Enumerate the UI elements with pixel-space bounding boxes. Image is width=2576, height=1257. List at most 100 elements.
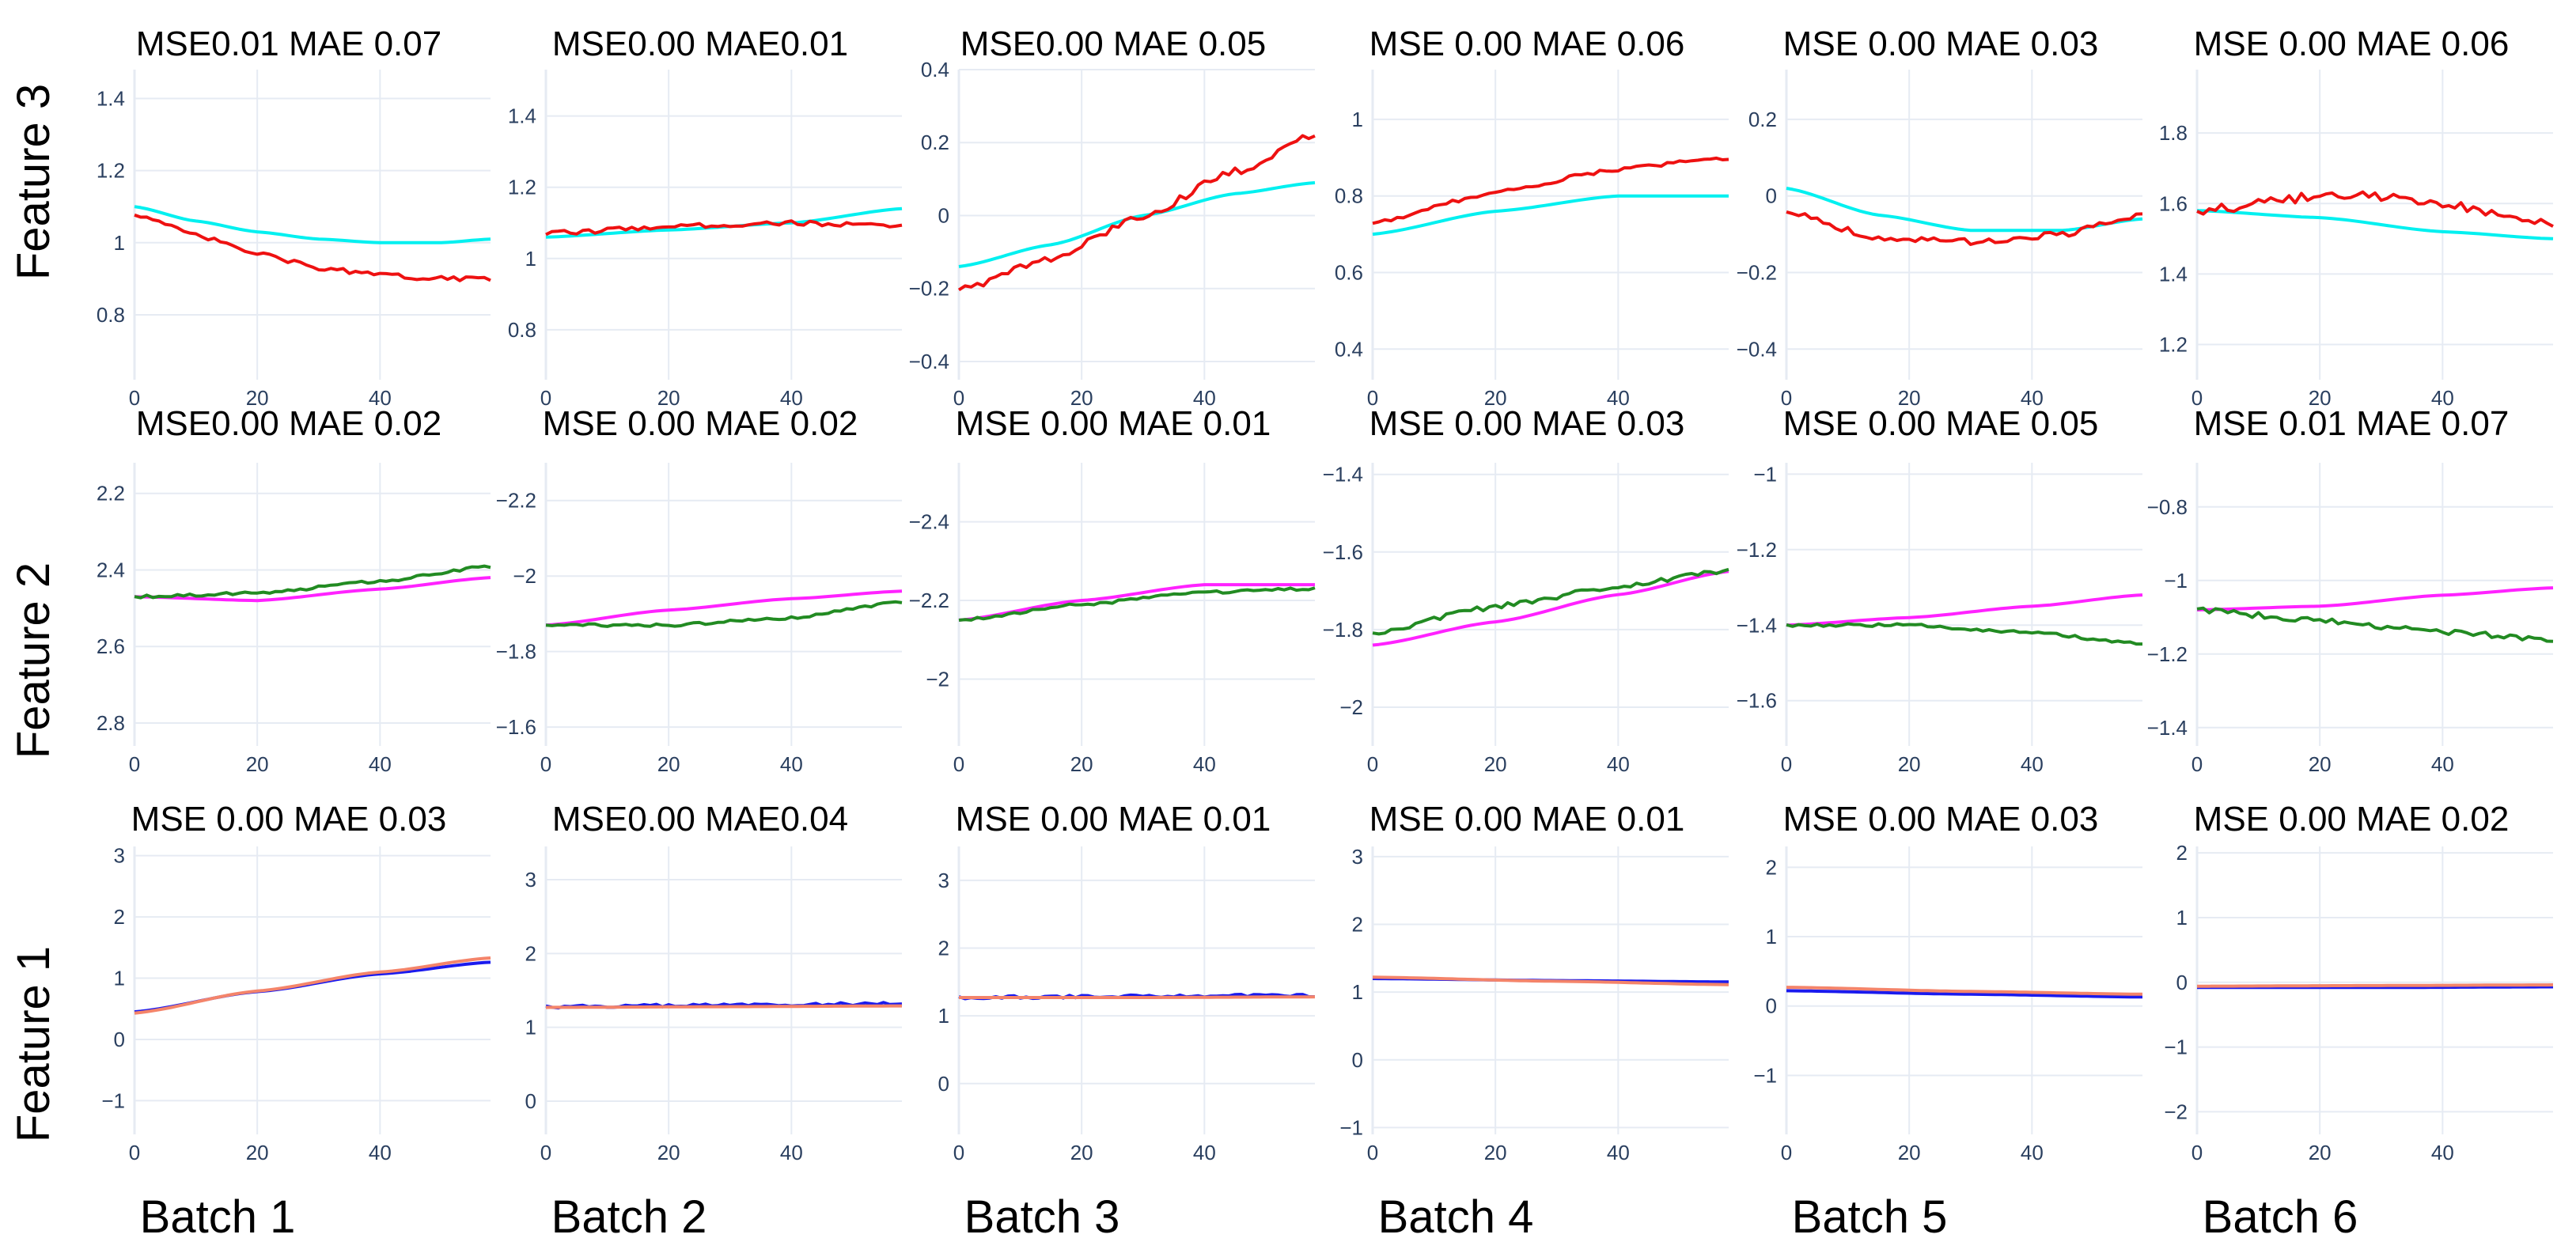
- subplot-r3-c2: MSE0.00 MAE0.04 0 20 40 0 1 2 3: [525, 800, 903, 1164]
- x-tick-label: 20: [246, 1141, 269, 1164]
- y-tick-label: 2: [1766, 855, 1777, 879]
- column-label-4: Batch 4: [1378, 1191, 1534, 1243]
- x-tick-label: 0: [1367, 386, 1378, 410]
- subplot-r3-c3: MSE 0.00 MAE 0.01 0 20 40 0 1 2 3: [938, 800, 1316, 1164]
- subplot-r2-c6: MSE 0.01 MAE 0.07 0 20 40 −1.4 −1.2 −1 −0.8: [2147, 404, 2554, 776]
- x-tick-label: 20: [1070, 386, 1093, 410]
- y-tick-label: 1.8: [2159, 121, 2188, 145]
- subplot-title: MSE 0.00 MAE 0.01: [956, 800, 1271, 839]
- y-tick-label: −0.8: [2147, 495, 2188, 519]
- y-tick-label: −1: [1753, 1063, 1777, 1087]
- y-tick-label: 0: [114, 1028, 125, 1051]
- subplot-r3-c1: MSE 0.00 MAE 0.03 0 20 40 −1 0 1 2 3: [101, 800, 491, 1164]
- series-line-ground-truth: [134, 564, 491, 600]
- y-tick-label: 1: [938, 1004, 949, 1028]
- y-tick-label: 0: [1352, 1048, 1363, 1072]
- y-tick-label: 0: [525, 1089, 536, 1113]
- subplot-r2-c1: MSE0.00 MAE 0.02 0 20 40 2.2 2.4 2.6 2.8: [97, 404, 491, 776]
- y-tick-label: 1.4: [97, 86, 125, 110]
- y-tick-label: 1: [114, 231, 125, 255]
- subplot-r2-c2: MSE 0.00 MAE 0.02 0 20 40 −2.2 −2 −1.8 −1.6: [496, 404, 903, 776]
- column-label-1: Batch 1: [140, 1191, 296, 1243]
- y-tick-label: 3: [525, 868, 536, 892]
- x-tick-label: 40: [1607, 386, 1630, 410]
- x-tick-label: 40: [1607, 1141, 1630, 1164]
- y-tick-label: 3: [114, 844, 125, 868]
- x-tick-label: 0: [540, 752, 551, 776]
- y-tick-label: 0.8: [508, 318, 536, 342]
- series-line-prediction: [958, 583, 1315, 622]
- x-tick-label: 20: [1898, 752, 1921, 776]
- x-tick-label: 20: [2309, 1141, 2332, 1164]
- x-tick-label: 20: [1898, 386, 1921, 410]
- y-tick-label: 1.2: [508, 176, 536, 199]
- x-tick-label: 40: [369, 1141, 392, 1164]
- series-line-prediction: [1372, 570, 1729, 647]
- column-label-3: Batch 3: [964, 1191, 1120, 1243]
- y-tick-label: 0: [1766, 184, 1777, 208]
- y-tick-label: 0.2: [921, 131, 949, 154]
- series-line-ground-truth: [1372, 156, 1729, 225]
- y-tick-label: 0: [2176, 971, 2188, 994]
- series-line-ground-truth: [545, 219, 903, 237]
- y-tick-label: −1.4: [1323, 463, 1363, 487]
- x-tick-label: 0: [540, 386, 551, 410]
- y-tick-label: 3: [938, 869, 949, 892]
- y-tick-label: 0: [1766, 994, 1777, 1018]
- subplot-title: MSE 0.00 MAE 0.06: [1369, 25, 1685, 63]
- y-tick-label: 1: [114, 967, 125, 990]
- y-tick-label: 2: [2176, 841, 2188, 865]
- y-tick-label: −1: [2164, 1036, 2188, 1059]
- series-line-ground-truth: [1372, 567, 1729, 636]
- series-line-ground-truth: [545, 1004, 902, 1009]
- y-tick-label: −0.2: [909, 277, 949, 301]
- x-tick-label: 20: [246, 752, 269, 776]
- subplot-title: MSE 0.00 MAE 0.01: [1369, 800, 1685, 839]
- y-tick-label: 2.8: [97, 711, 125, 735]
- y-tick-label: −1.4: [2147, 716, 2188, 740]
- series-line-prediction: [545, 589, 903, 627]
- subplot-r2-c3: MSE 0.00 MAE 0.01 0 20 40 −2.4 −2.2 −2: [909, 404, 1316, 776]
- subplot-title: MSE 0.00 MAE 0.05: [1783, 404, 2099, 443]
- x-tick-label: 40: [2431, 1141, 2454, 1164]
- y-tick-label: 1: [1352, 108, 1363, 131]
- series-line-ground-truth: [958, 586, 1316, 622]
- series-line-prediction: [2196, 586, 2554, 611]
- subplot-title: MSE0.00 MAE 0.05: [960, 25, 1266, 63]
- x-tick-label: 20: [1484, 1141, 1507, 1164]
- y-tick-label: 1: [1352, 980, 1363, 1004]
- series-line-prediction: [958, 181, 1316, 268]
- y-tick-label: −2.4: [909, 510, 949, 534]
- y-tick-label: 1: [525, 1016, 536, 1039]
- series-line-ground-truth: [2197, 983, 2554, 988]
- y-tick-label: 0.8: [97, 303, 125, 327]
- series-line-ground-truth: [1786, 210, 2143, 246]
- subplot-r3-c6: MSE 0.00 MAE 0.02 0 20 40 −2 −1 0 1 2: [2164, 800, 2554, 1164]
- x-tick-label: 20: [246, 386, 269, 410]
- y-tick-label: 0.4: [1335, 337, 1363, 361]
- y-tick-label: −2: [926, 667, 949, 691]
- x-tick-label: 40: [1607, 752, 1630, 776]
- x-tick-label: 0: [1781, 1141, 1792, 1164]
- y-tick-label: 2.4: [97, 558, 125, 581]
- column-labels: Batch 1 Batch 2 Batch 3 Batch 4 Batch 5 Batch…: [140, 1191, 2358, 1243]
- y-tick-label: −2: [1339, 695, 1363, 719]
- subplot-title: MSE 0.00 MAE 0.02: [2194, 800, 2510, 839]
- y-tick-label: −1.6: [1737, 689, 1777, 713]
- subplot-title: MSE0.00 MAE0.04: [552, 800, 848, 839]
- y-tick-label: −1.4: [1737, 613, 1777, 637]
- x-tick-label: 40: [780, 386, 803, 410]
- x-tick-label: 0: [129, 1141, 140, 1164]
- y-tick-label: 2: [938, 936, 949, 960]
- subplot-r2-c5: MSE 0.00 MAE 0.05 0 20 40 −1.6 −1.4 −1.2 −1: [1737, 404, 2143, 776]
- column-label-2: Batch 2: [551, 1191, 707, 1243]
- y-tick-label: 1.6: [2159, 191, 2188, 215]
- series-line-prediction: [2196, 209, 2554, 240]
- y-tick-label: 2: [1352, 912, 1363, 936]
- x-tick-label: 20: [657, 752, 680, 776]
- x-tick-label: 20: [1070, 752, 1093, 776]
- series-line-prediction: [1786, 989, 2142, 999]
- x-tick-label: 40: [780, 752, 803, 776]
- y-tick-label: −1.2: [2147, 642, 2188, 666]
- y-tick-label: −1.8: [1323, 618, 1363, 642]
